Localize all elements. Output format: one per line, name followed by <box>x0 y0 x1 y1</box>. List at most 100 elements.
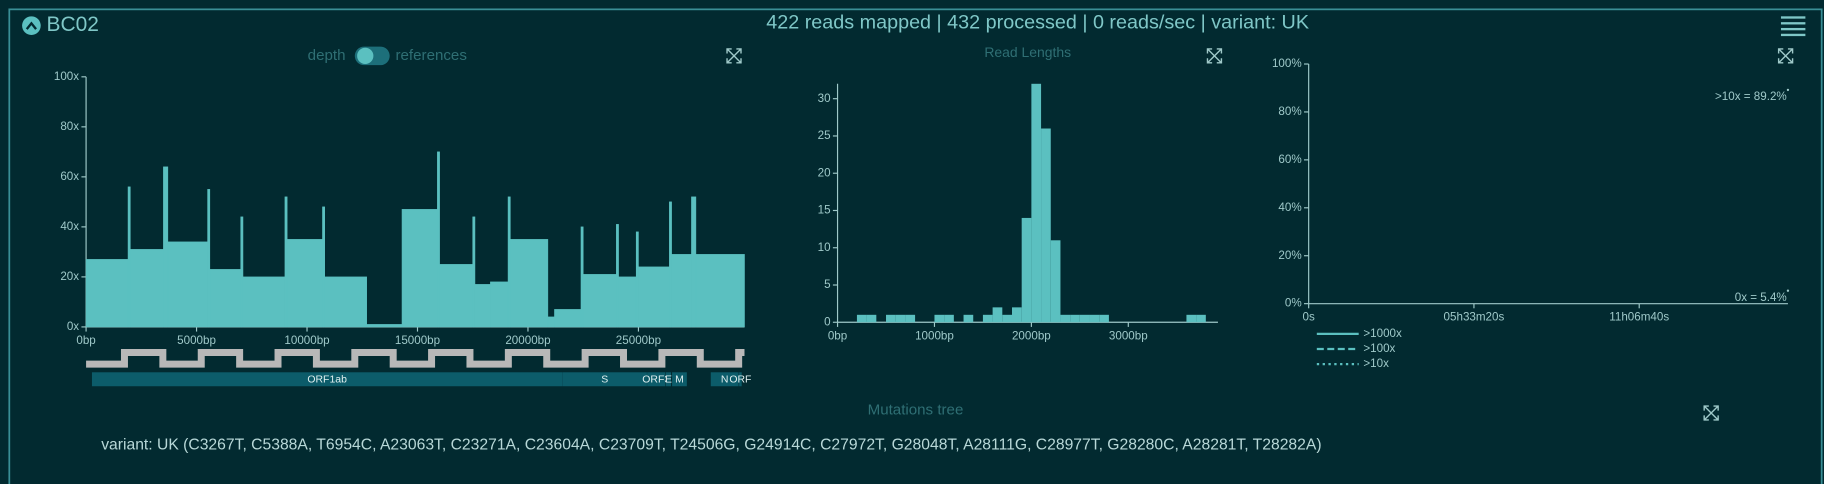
y-tick-label: 100x <box>54 70 79 83</box>
depth-segment <box>401 209 438 328</box>
depth-segment <box>127 186 131 328</box>
depth-segment <box>507 196 511 328</box>
histogram-bar <box>944 314 954 323</box>
depth-segment <box>437 151 440 328</box>
gene-bar <box>91 372 563 387</box>
histogram-bar <box>905 314 916 323</box>
mutations-title: Mutations tree <box>868 402 964 419</box>
depth-segment <box>671 254 692 328</box>
y-tick-label: 80% <box>1278 105 1301 118</box>
depth-segment <box>366 324 403 328</box>
annotation-label: 0x = 5.4% <box>1735 291 1787 304</box>
x-tick-label: 20000bp <box>505 334 550 347</box>
histogram-bar <box>895 314 906 323</box>
menu-bar <box>1780 22 1806 25</box>
depth-segment <box>547 316 555 328</box>
gene-bar <box>739 372 742 387</box>
y-tick-label: 10 <box>818 241 831 254</box>
depth-segment <box>286 239 323 328</box>
expand-icon[interactable] <box>726 48 742 64</box>
histogram-bar <box>1002 314 1012 323</box>
depth-segment <box>163 166 169 328</box>
y-tick-label: 80x <box>60 120 79 133</box>
annotation-point <box>1786 289 1790 292</box>
legend-label: >100x <box>1363 342 1395 355</box>
y-tick-label: 20 <box>818 166 831 179</box>
depth-segment <box>582 274 617 328</box>
gene-label: E <box>665 375 672 386</box>
histogram-bar <box>886 314 896 323</box>
y-tick-label: 0% <box>1285 297 1302 310</box>
histogram-bar <box>866 314 877 323</box>
histogram-bar <box>1060 314 1071 323</box>
histogram-bar <box>1186 314 1197 323</box>
panel-border <box>8 8 1823 484</box>
depth-segment <box>472 216 476 328</box>
legend-label: >1000x <box>1363 327 1402 340</box>
expand-icon[interactable] <box>1206 48 1223 64</box>
annotation-label: >10x = 89.2% <box>1715 90 1787 103</box>
y-tick-label: 60% <box>1278 153 1301 166</box>
x-tick-label: 15000bp <box>395 334 440 347</box>
gene-label: ORF3 <box>642 375 670 386</box>
gene-bar <box>672 372 687 387</box>
depth-segment <box>669 201 672 328</box>
histogram-bar <box>1099 314 1109 323</box>
y-tick-label: 15 <box>818 204 831 217</box>
y-tick-label: 20x <box>60 270 79 283</box>
histogram-bar <box>856 314 867 323</box>
x-tick-label: 25000bp <box>616 334 661 347</box>
toggle-right-label: references <box>396 47 468 64</box>
collapse-button[interactable] <box>22 16 41 35</box>
menu-bar <box>1780 27 1806 31</box>
histogram-bar <box>963 314 974 323</box>
gene-bar <box>647 372 666 387</box>
gene-label: ORF <box>729 375 751 386</box>
y-tick-label: 40% <box>1278 201 1301 214</box>
expand-icon[interactable] <box>1777 48 1794 64</box>
depth-segment <box>167 241 208 328</box>
depth-segment <box>284 196 288 328</box>
menu-icon[interactable] <box>1780 16 1806 37</box>
gene-bar <box>665 372 671 387</box>
gene-label: S <box>601 375 608 386</box>
y-tick-label: 5 <box>824 278 830 291</box>
histogram-bar <box>934 314 945 323</box>
x-tick-label: 0bp <box>828 329 847 342</box>
depth-segment <box>474 284 491 328</box>
chart-title: Read Lengths <box>984 44 1071 60</box>
menu-bar <box>1780 16 1806 19</box>
depth-segment <box>691 196 697 328</box>
legend-label: >10x <box>1363 357 1389 370</box>
gene-label: ORF1ab <box>307 375 347 386</box>
x-tick-label: 5000bp <box>177 334 216 347</box>
histogram-bar <box>992 307 1003 323</box>
expand-icon[interactable] <box>1703 405 1719 421</box>
gene-label: M <box>675 375 684 386</box>
sample-title: BC02 <box>47 13 99 36</box>
y-tick-label: 30 <box>818 92 831 105</box>
histogram-bar <box>1021 217 1032 323</box>
x-tick-label: 3000bp <box>1109 329 1148 342</box>
depth-segment <box>580 226 584 328</box>
depth-segment <box>510 239 549 328</box>
y-tick-label: 100% <box>1272 57 1302 70</box>
histogram-bar <box>1070 314 1080 323</box>
histogram-bar <box>1031 83 1042 323</box>
depth-segment <box>638 266 670 328</box>
depth-segment <box>207 189 211 328</box>
depth-segment <box>242 276 286 328</box>
depth-segment <box>618 276 637 328</box>
histogram-bar <box>1050 240 1061 323</box>
histogram-bar <box>1011 307 1022 323</box>
gene-label: N <box>721 375 729 386</box>
annotation-point <box>1786 88 1790 92</box>
histogram-bar <box>1089 314 1100 323</box>
y-tick-label: 25 <box>818 129 831 142</box>
histogram-bar <box>982 314 993 323</box>
x-tick-label: 2000bp <box>1012 329 1051 342</box>
x-tick-label: 0bp <box>76 334 95 347</box>
mutations-text: variant: UK (C3267T, C5388A, T6954C, A23… <box>101 437 1321 454</box>
